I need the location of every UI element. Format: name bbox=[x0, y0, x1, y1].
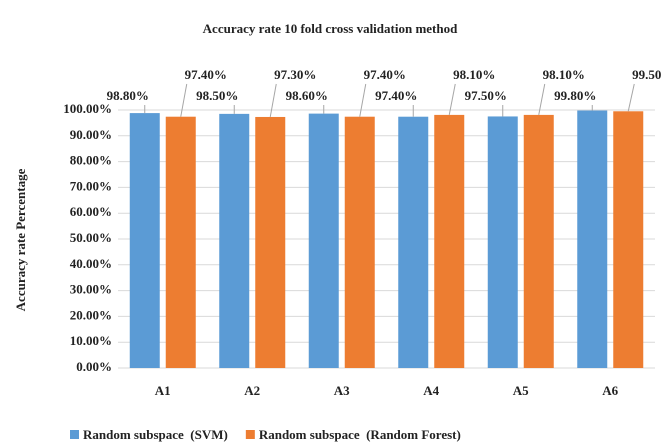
data-label: 99.50% bbox=[632, 67, 661, 82]
y-tick-label: 100.00% bbox=[63, 101, 112, 116]
y-tick-label: 90.00% bbox=[70, 127, 112, 142]
bar bbox=[308, 113, 339, 368]
y-tick-label: 30.00% bbox=[70, 282, 112, 297]
y-tick-label: 20.00% bbox=[70, 307, 112, 322]
data-label: 98.80% bbox=[107, 88, 149, 103]
leader-line bbox=[269, 83, 277, 118]
bar bbox=[613, 111, 644, 368]
bar bbox=[219, 113, 250, 369]
y-tick-label: 80.00% bbox=[70, 153, 112, 168]
data-label: 97.40% bbox=[185, 67, 227, 82]
bar bbox=[129, 113, 160, 368]
y-tick-label: 50.00% bbox=[70, 230, 112, 245]
data-label: 98.10% bbox=[543, 67, 585, 82]
leader-line bbox=[448, 83, 456, 115]
bar bbox=[523, 114, 554, 368]
data-label: 98.50% bbox=[196, 88, 238, 103]
legend-swatch bbox=[245, 430, 255, 439]
x-tick-label: A5 bbox=[513, 383, 529, 398]
data-label: 97.40% bbox=[364, 67, 406, 82]
bar bbox=[487, 116, 518, 368]
data-label: 97.40% bbox=[375, 88, 417, 103]
data-label: 99.80% bbox=[554, 88, 596, 103]
x-tick-label: A2 bbox=[244, 383, 260, 398]
leader-line bbox=[359, 83, 367, 117]
y-tick-label: 70.00% bbox=[70, 178, 112, 193]
y-tick-label: 40.00% bbox=[70, 256, 112, 271]
legend-label: Random subspace (Random Forest) bbox=[259, 427, 461, 442]
bar bbox=[165, 116, 196, 368]
y-tick-label: 0.00% bbox=[76, 359, 112, 374]
data-label: 97.30% bbox=[274, 67, 316, 82]
leader-line bbox=[180, 83, 188, 117]
data-label: 98.60% bbox=[286, 88, 328, 103]
data-label: 97.50% bbox=[465, 88, 507, 103]
data-label: 98.10% bbox=[453, 67, 495, 82]
leader-line bbox=[627, 83, 635, 112]
leader-line bbox=[538, 83, 546, 115]
legend-label: Random subspace (SVM) bbox=[83, 427, 228, 442]
y-tick-label: 60.00% bbox=[70, 204, 112, 219]
legend-swatch bbox=[70, 430, 79, 439]
x-tick-label: A3 bbox=[334, 383, 350, 398]
chart-title: Accuracy rate 10 fold cross validation m… bbox=[203, 21, 458, 36]
bar bbox=[255, 116, 286, 368]
x-tick-label: A4 bbox=[423, 383, 439, 398]
bar bbox=[398, 116, 429, 368]
bar bbox=[344, 116, 375, 368]
x-tick-label: A6 bbox=[602, 383, 618, 398]
x-tick-label: A1 bbox=[155, 383, 171, 398]
bar bbox=[434, 114, 465, 368]
y-axis-label: Accuracy rate Percentage bbox=[13, 168, 28, 311]
y-tick-label: 10.00% bbox=[70, 333, 112, 348]
bar bbox=[577, 110, 608, 369]
